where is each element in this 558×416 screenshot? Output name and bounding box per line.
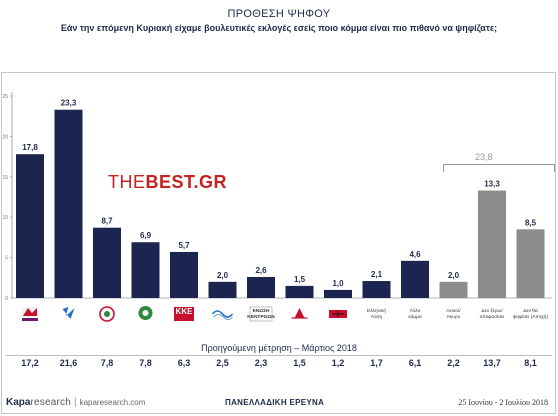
previous-value: 6,1 <box>408 358 422 368</box>
previous-value: 7,8 <box>100 358 114 368</box>
bar-value-label: 2,1 <box>371 270 383 279</box>
undecided-group-total: 23,8 <box>475 152 493 162</box>
party-logo-5 <box>174 307 194 321</box>
category-label: αποφασίσει <box>480 314 505 320</box>
undecided-group-bracket <box>443 164 555 172</box>
category-label: κόμμα <box>408 313 422 320</box>
previous-value: 1,5 <box>293 358 306 368</box>
bar-2 <box>54 109 83 299</box>
bar-value-label: 1,0 <box>332 279 344 288</box>
bar-13 <box>478 190 506 298</box>
brand-url: kaparesearch.com <box>79 398 146 407</box>
bar-value-label: 8,7 <box>101 217 113 226</box>
bar-value-label: 17,8 <box>22 143 38 152</box>
survey-type: ΠΑΝΕΛΛΑΔΙΚΗ ΕΡΕΥΝΑ <box>225 398 325 407</box>
category-label: Δεν θα <box>523 308 538 314</box>
bar-value-label: 2,6 <box>255 266 267 275</box>
brand-separator: | <box>73 397 77 408</box>
bar-value-label: 2,0 <box>217 271 229 280</box>
bar-value-label: 5,7 <box>178 241 190 250</box>
previous-values-row: 17,2 21,6 7,8 7,8 6,3 2,5 2,3 1,5 1,2 1,7 6,1 2,2 13… <box>0 358 558 372</box>
party-logo-9 <box>332 311 344 317</box>
bar-value-label: 13,3 <box>484 180 500 189</box>
divider <box>6 355 552 356</box>
thebest-watermark: THEBEST.GR <box>108 172 227 193</box>
kapa-research-logo: Kaparesearch | kaparesearch.com <box>6 397 145 408</box>
bar-value-label: 6,9 <box>140 231 152 240</box>
category-label: Λύση <box>371 313 383 320</box>
previous-value: 6,3 <box>177 358 191 368</box>
watermark-part2: BEST.GR <box>145 172 228 192</box>
chart-subtitle: Εάν την επόμενη Κυριακή είχαμε βουλευτικ… <box>60 23 498 33</box>
y-tick-label: 20 <box>2 134 8 140</box>
previous-value: 1,2 <box>331 358 345 368</box>
watermark-part1: THE <box>108 172 146 192</box>
previous-value: 2,5 <box>216 358 229 368</box>
brand-research: research <box>30 397 71 408</box>
category-label: Λευκό/ <box>446 307 461 314</box>
bar-value-label: 23,3 <box>61 99 77 108</box>
previous-value: 21,6 <box>59 358 78 368</box>
footer: Kaparesearch | kaparesearch.com ΠΑΝΕΛΛΑΔΙΚ… <box>0 388 558 416</box>
party-logo-6 <box>211 310 234 318</box>
y-tick-label: 0 <box>5 296 8 302</box>
previous-value: 1,7 <box>370 358 383 368</box>
y-tick-label: 15 <box>2 175 8 181</box>
bar-12 <box>439 281 468 298</box>
category-label: Ελληνική <box>367 307 387 314</box>
y-tick-label: 25 <box>2 94 8 100</box>
bar-8 <box>285 285 314 298</box>
chart-frame <box>1 72 556 414</box>
category-label: ΚΕΝΤΡΩΩΝ <box>247 314 275 320</box>
bar-5 <box>170 251 198 298</box>
previous-value: 2,2 <box>447 358 460 368</box>
chart-title: ΠΡΟΘΕΣΗ ΨΗΦΟΥ <box>227 8 331 20</box>
party-logo-4 <box>142 310 149 316</box>
brand-kapa: Kapa <box>6 397 31 408</box>
category-label: ΚΚΕ <box>176 307 194 316</box>
category-label: Άλλο <box>410 308 421 314</box>
y-tick-label: 5 <box>5 256 8 262</box>
previous-measurement-label: Προηγούμενη μέτρηση – Μάρτιος 2018 <box>201 343 357 353</box>
bar-value-label: 1,5 <box>294 275 306 284</box>
bar-value-label: 4,6 <box>409 250 421 259</box>
bar-value-label: 8,5 <box>525 218 537 227</box>
bar-14 <box>516 229 545 298</box>
bar-4 <box>131 242 160 298</box>
category-label: ψηφίσει (Αποχή) <box>513 313 549 320</box>
category-label: Δεν ξέρω/ <box>481 307 503 314</box>
bar-value-label: 2,0 <box>448 271 460 280</box>
party-logo-3 <box>104 311 110 317</box>
party-logo-1 <box>23 308 37 316</box>
previous-value: 2,3 <box>254 358 268 368</box>
party-logo-2 <box>62 307 75 319</box>
previous-value: 13,7 <box>483 358 501 368</box>
category-label: ΕΝΩΣΗ <box>253 308 270 314</box>
category-label: Άκυρο <box>447 314 461 320</box>
bar-7 <box>247 276 275 298</box>
y-tick-label: 10 <box>2 215 8 221</box>
bar-10 <box>362 281 391 298</box>
bar-3 <box>93 227 121 298</box>
bar-1 <box>16 154 44 298</box>
survey-date: 25 Ιουνίου - 2 Ιουλίου 2018 <box>458 398 548 407</box>
bar-9 <box>324 289 352 298</box>
party-logo-7 <box>249 306 273 322</box>
party-logo-6 <box>213 314 233 320</box>
party-logo-8 <box>294 308 305 318</box>
previous-value: 7,8 <box>139 358 152 368</box>
previous-value: 8,1 <box>524 358 537 368</box>
bar-11 <box>401 260 429 298</box>
bar-6 <box>208 281 237 298</box>
party-logo-1 <box>22 318 38 321</box>
previous-value: 17,2 <box>21 358 39 368</box>
